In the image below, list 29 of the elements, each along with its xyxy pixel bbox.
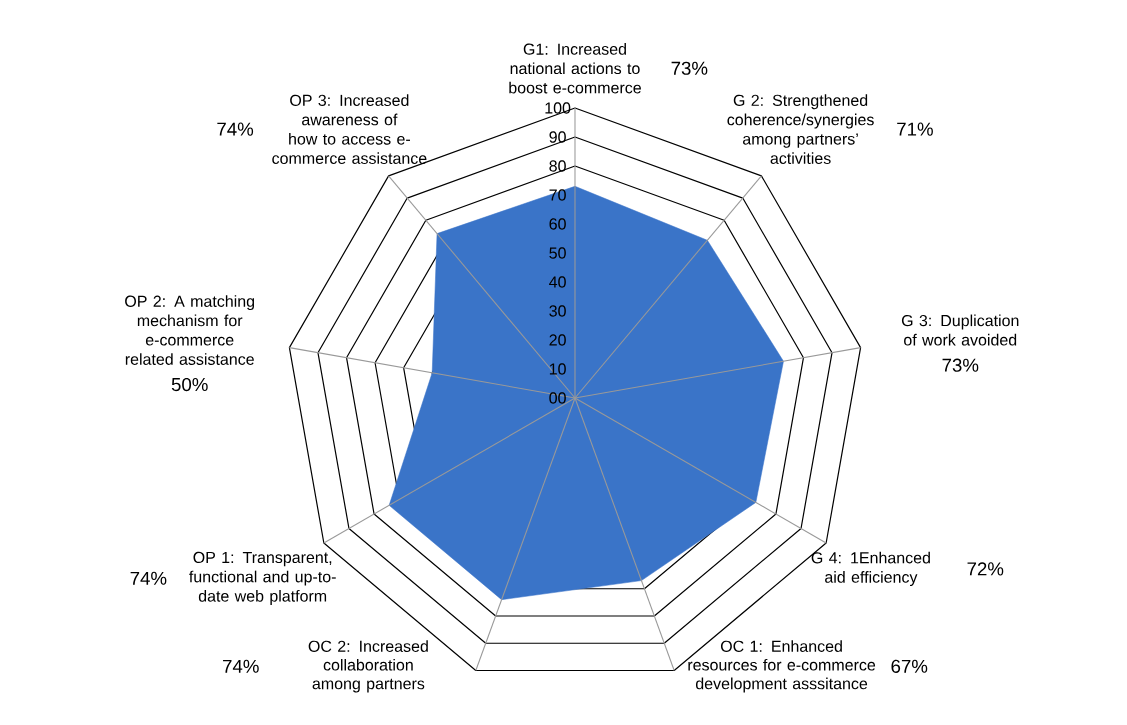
y-tick-label: 30 xyxy=(549,305,566,317)
text: 73% xyxy=(671,61,708,75)
spoke-label: G 3: Duplication of work avoided xyxy=(901,314,1019,346)
spoke-label: G 2: Strengthened coherence/synergies among partners’ activities xyxy=(727,94,874,165)
y-tick-label: 00 xyxy=(549,392,566,404)
y-tick-label: 50 xyxy=(549,247,566,259)
text: 50% xyxy=(171,377,208,392)
text: 74% xyxy=(223,659,259,673)
text: 71% xyxy=(897,122,933,136)
y-tick-label: 40 xyxy=(549,276,566,288)
y-tick-label: 70 xyxy=(549,189,566,201)
spoke-label: OC 2: Increased collaboration among partners xyxy=(308,640,428,693)
y-tick-label: 20 xyxy=(549,334,566,346)
text: 67% xyxy=(891,659,928,673)
text: 74% xyxy=(130,571,167,585)
y-tick-label: 10 xyxy=(549,363,566,375)
text: 73% xyxy=(942,358,979,372)
spoke-label: OP 2: A matching mechanism for e-commerce related assistance xyxy=(125,295,255,365)
spoke-label: OP 1: Transparent, functional and up-to-date web platform xyxy=(189,551,336,605)
spoke-label: OP 3: Increased awareness of how to access e-commerce assistance xyxy=(272,94,427,165)
spoke-label: G1: Increased national actions to boost e-commerce xyxy=(509,43,641,94)
spoke-label: OC 1: Enhanced resources for e-commerce development asssitance xyxy=(688,640,876,693)
y-tick-label: 60 xyxy=(549,218,566,230)
y-tick-label: 80 xyxy=(549,160,566,172)
text: 74% xyxy=(217,122,254,136)
text: 72% xyxy=(967,562,1004,576)
y-tick-label: 90 xyxy=(549,131,566,143)
y-tick-label: 100 xyxy=(545,102,571,114)
spoke-label: G 4: 1Enhanced aid efficiency xyxy=(811,551,930,586)
